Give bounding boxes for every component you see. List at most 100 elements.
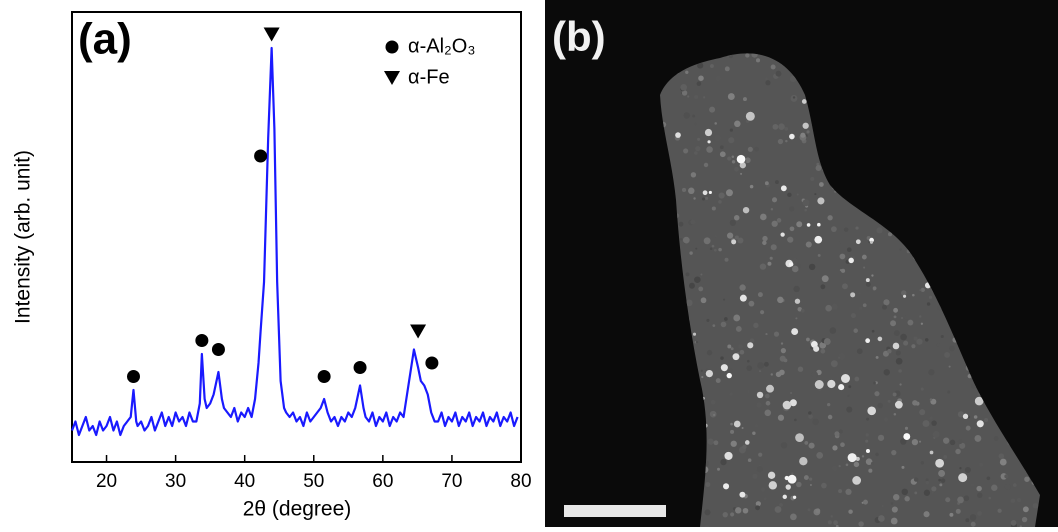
bright-spot	[976, 420, 984, 428]
speckle	[703, 237, 711, 245]
speckle	[780, 342, 784, 345]
speckle	[815, 165, 822, 171]
speckle	[759, 263, 767, 270]
marker-circle	[353, 361, 367, 374]
speckle	[847, 394, 850, 398]
speckle	[724, 66, 730, 72]
speckle	[729, 392, 733, 396]
speckle	[703, 96, 706, 99]
speckle	[870, 462, 874, 465]
speckle	[831, 303, 838, 311]
speckle	[728, 368, 734, 373]
speckle	[834, 431, 840, 437]
speckle	[970, 483, 974, 487]
bright-spot	[675, 132, 681, 138]
speckle	[777, 296, 784, 304]
speckle	[931, 420, 937, 426]
x-tick-label: 50	[303, 471, 324, 492]
speckle	[925, 338, 929, 342]
speckle	[911, 344, 916, 349]
speckle	[757, 362, 765, 369]
speckle	[810, 176, 815, 182]
speckle	[680, 83, 688, 91]
speckle	[794, 418, 797, 422]
speckle	[808, 263, 816, 271]
speckle	[957, 411, 965, 418]
speckle	[713, 413, 716, 417]
speckle	[779, 369, 785, 376]
speckle	[694, 276, 701, 284]
speckle	[903, 340, 909, 346]
speckle	[793, 285, 800, 293]
speckle	[901, 488, 909, 496]
speckle	[765, 77, 768, 81]
bright-spot	[723, 483, 730, 490]
speckle	[999, 458, 1007, 466]
speckle	[890, 502, 894, 505]
speckle	[819, 341, 827, 349]
speckle	[936, 343, 941, 347]
speckle	[888, 232, 893, 237]
speckle	[718, 247, 722, 252]
speckle	[920, 387, 924, 391]
speckle	[959, 467, 962, 470]
speckle	[891, 449, 897, 456]
speckle	[1004, 474, 1009, 479]
speckle	[912, 400, 918, 406]
bright-spot	[813, 345, 820, 352]
speckle	[749, 184, 754, 189]
speckle	[720, 459, 727, 466]
speckle	[683, 112, 691, 119]
speckle	[715, 75, 721, 81]
speckle	[694, 94, 699, 100]
speckle	[748, 300, 755, 307]
speckle	[877, 402, 883, 409]
speckle	[893, 493, 900, 501]
speckle	[705, 196, 709, 200]
speckle	[807, 508, 811, 512]
speckle	[697, 62, 704, 69]
speckle	[970, 521, 976, 527]
bright-spot	[799, 457, 808, 466]
speckle	[791, 472, 794, 475]
speckle	[965, 518, 970, 523]
plot-frame	[71, 11, 522, 463]
speckle	[893, 413, 897, 416]
speckle	[682, 236, 690, 244]
speckle	[731, 155, 735, 158]
speckle	[969, 514, 977, 521]
speckle	[703, 525, 710, 527]
speckle	[706, 349, 713, 356]
speckle	[711, 244, 715, 248]
speckle	[734, 166, 739, 172]
speckle	[783, 358, 788, 363]
speckle	[694, 151, 698, 155]
legend-label: α-Fe	[408, 66, 450, 88]
speckle	[763, 361, 769, 367]
speckle	[741, 427, 744, 430]
bright-spot	[929, 450, 934, 455]
speckle	[683, 148, 689, 154]
bright-spot	[974, 396, 984, 406]
marker-circle	[317, 370, 331, 383]
speckle	[1022, 506, 1029, 513]
speckle	[710, 399, 716, 405]
bright-spot	[744, 440, 750, 445]
bright-spot	[780, 232, 785, 237]
speckle	[919, 289, 922, 292]
bright-spot	[855, 456, 860, 461]
speckle	[900, 333, 907, 341]
speckle	[939, 483, 943, 487]
bright-spot	[840, 373, 850, 383]
speckle	[730, 440, 737, 447]
speckle	[775, 180, 779, 184]
speckle	[815, 508, 821, 514]
speckle	[706, 318, 710, 322]
bright-spot	[935, 458, 945, 468]
bright-spot	[865, 278, 870, 283]
speckle	[843, 227, 849, 232]
bright-spot	[785, 484, 791, 490]
legend-label: α-Al₂O₃	[408, 35, 475, 57]
speckle	[731, 160, 736, 164]
